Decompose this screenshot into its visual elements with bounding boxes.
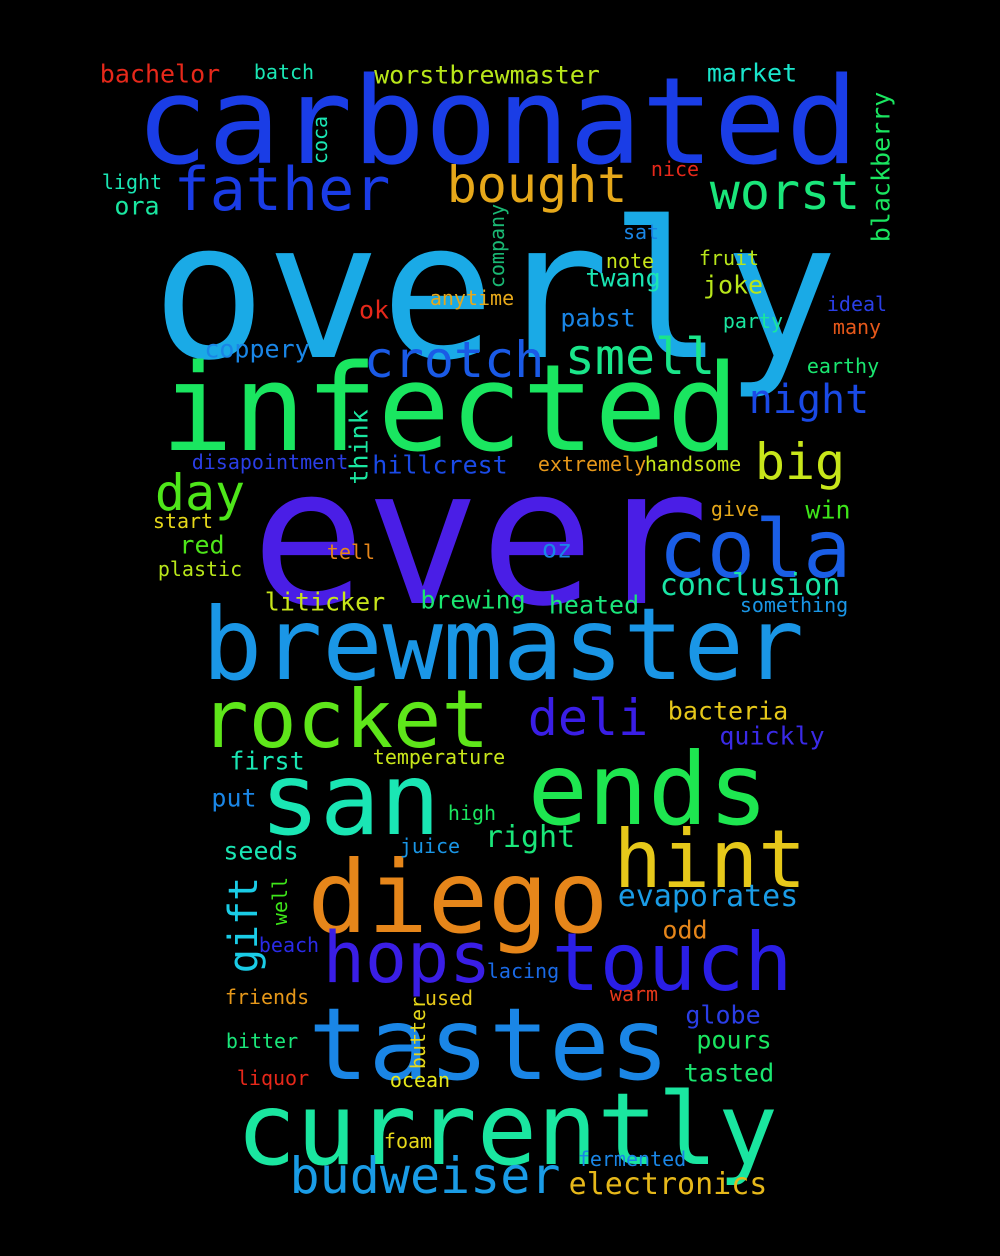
word-give: give <box>710 497 760 521</box>
word-brewing: brewing <box>420 585 526 615</box>
word-light: light <box>101 170 163 194</box>
word-twang: twang <box>585 263 661 293</box>
word-seeds: seeds <box>223 836 299 866</box>
word-worst: worst <box>709 163 861 221</box>
word-bought: bought <box>446 156 628 214</box>
word-joke: joke <box>702 270 764 300</box>
word-beach: beach <box>258 933 320 957</box>
word-coca: coca <box>308 115 332 165</box>
word-foam: foam <box>383 1129 433 1153</box>
word-blackberry: blackberry <box>866 91 896 243</box>
word-globe: globe <box>685 1000 761 1030</box>
word-evaporates: evaporates <box>617 879 799 914</box>
word-anytime: anytime <box>429 286 515 310</box>
word-think: think <box>344 409 374 485</box>
word-market: market <box>706 58 798 88</box>
word-temperature: temperature <box>372 745 506 769</box>
word-disapointment: disapointment <box>191 450 349 474</box>
word-ocean: ocean <box>389 1068 451 1092</box>
word-first: first <box>229 746 305 776</box>
word-start: start <box>152 509 214 533</box>
word-budweiser: budweiser <box>289 1147 561 1205</box>
word-bacteria: bacteria <box>667 696 789 726</box>
word-pours: pours <box>696 1025 772 1055</box>
word-rocket: rocket <box>200 673 490 766</box>
word-worstbrewmaster: worstbrewmaster <box>374 60 600 90</box>
word-win: win <box>805 495 851 525</box>
word-smell: smell <box>564 328 716 386</box>
word-tasted: tasted <box>683 1058 775 1088</box>
word-conclusion: conclusion <box>659 568 841 603</box>
word-fermented: fermented <box>577 1147 687 1171</box>
word-hops: hops <box>322 917 492 999</box>
word-note: note <box>605 249 655 273</box>
word-liquor: liquor <box>236 1066 310 1090</box>
word-lacing: lacing <box>486 959 560 983</box>
word-electronics: electronics <box>568 1167 768 1202</box>
word-deli: deli <box>527 689 649 747</box>
word-batch: batch <box>253 60 315 84</box>
word-plastic: plastic <box>157 557 243 581</box>
word-coppery: coppery <box>204 334 310 364</box>
word-right: right <box>484 820 576 855</box>
word-sat: sat <box>622 220 660 244</box>
word-oz: oz <box>541 534 573 564</box>
word-hint: hint <box>613 813 807 906</box>
word-extremely: extremely <box>537 452 647 476</box>
word-ever: ever <box>251 427 709 648</box>
word-heated: heated <box>548 590 640 620</box>
word-odd: odd <box>662 915 708 945</box>
word-friends: friends <box>224 985 310 1009</box>
word-company: company <box>485 203 509 289</box>
word-ok: ok <box>358 295 390 325</box>
word-diego: diego <box>307 839 609 956</box>
word-used: used <box>424 986 474 1010</box>
word-father: father <box>173 155 391 225</box>
word-pabst: pabst <box>560 303 636 333</box>
word-handsome: handsome <box>644 452 742 476</box>
word-infected: infected <box>161 340 739 479</box>
word-red: red <box>179 530 225 560</box>
word-night: night <box>748 377 870 423</box>
word-gift: gift <box>221 876 267 974</box>
word-fruit: fruit <box>698 246 760 270</box>
word-warm: warm <box>609 982 659 1006</box>
word-bachelor: bachelor <box>99 59 221 89</box>
word-cola: cola <box>658 503 852 596</box>
word-nice: nice <box>650 157 700 181</box>
word-something: something <box>739 593 849 617</box>
word-overly: overly <box>151 181 839 402</box>
word-brewmaster: brewmaster <box>201 586 805 703</box>
word-put: put <box>211 783 257 813</box>
word-touch: touch <box>551 916 793 1009</box>
word-party: party <box>722 309 784 333</box>
word-many: many <box>832 315 882 339</box>
word-hillcrest: hillcrest <box>372 450 508 480</box>
word-ends: ends <box>527 731 769 848</box>
word-butter: butter <box>406 996 430 1070</box>
word-liticker: liticker <box>264 587 386 617</box>
word-currently: currently <box>236 1071 778 1188</box>
word-big: big <box>754 433 846 491</box>
word-tastes: tastes <box>308 986 670 1103</box>
word-quickly: quickly <box>719 721 825 751</box>
word-well: well <box>268 876 292 926</box>
word-juice: juice <box>399 834 461 858</box>
word-bitter: bitter <box>225 1029 299 1053</box>
word-tell: tell <box>326 540 376 564</box>
word-ideal: ideal <box>826 292 888 316</box>
word-earthy: earthy <box>806 354 880 378</box>
word-carbonated: carbonated <box>135 53 859 192</box>
word-high: high <box>447 801 497 825</box>
word-san: san <box>259 741 441 858</box>
word-ora: ora <box>114 191 160 221</box>
word-day: day <box>154 464 246 522</box>
word-crotch: crotch <box>363 331 545 389</box>
